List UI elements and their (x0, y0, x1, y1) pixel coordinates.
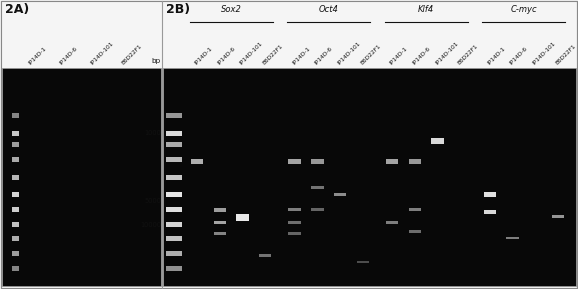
Text: IP14D-1: IP14D-1 (388, 46, 409, 66)
Text: 5000: 5000 (144, 198, 161, 204)
Bar (163, 1, 576, 288)
Bar (12, 236, 18, 240)
Text: B6D22F1: B6D22F1 (457, 44, 479, 66)
Bar (163, 68, 576, 286)
Text: IP14D-6: IP14D-6 (216, 46, 236, 66)
Bar (166, 175, 183, 179)
Text: IP14D-6: IP14D-6 (509, 46, 529, 66)
Text: B6D22F1: B6D22F1 (359, 44, 381, 66)
Text: B6D22F1: B6D22F1 (262, 44, 284, 66)
Bar (409, 230, 421, 233)
Text: IP14D-6: IP14D-6 (412, 46, 431, 66)
Bar (12, 175, 18, 179)
Bar (484, 192, 496, 197)
Text: C-myc: C-myc (510, 5, 537, 14)
Bar (409, 208, 421, 211)
Bar (191, 159, 203, 164)
Text: 2B): 2B) (166, 3, 190, 16)
Bar (2, 1, 161, 288)
Bar (259, 254, 271, 257)
Text: IP14D-101: IP14D-101 (336, 41, 361, 66)
Text: IP14D-1: IP14D-1 (291, 46, 311, 66)
Bar (551, 215, 564, 218)
Text: IP14D-101: IP14D-101 (239, 41, 264, 66)
Bar (506, 237, 518, 240)
Bar (166, 207, 183, 212)
Bar (12, 192, 18, 197)
Bar (386, 221, 398, 224)
Bar (166, 192, 183, 197)
Bar (357, 261, 369, 263)
Text: 2A): 2A) (5, 3, 29, 16)
Bar (236, 214, 249, 221)
Bar (166, 251, 183, 256)
Text: B6D22F1: B6D22F1 (554, 44, 577, 66)
Bar (431, 138, 444, 144)
Text: IP14D-6: IP14D-6 (314, 46, 334, 66)
Bar (166, 236, 183, 240)
Text: B6D22F1: B6D22F1 (120, 44, 142, 66)
Bar (213, 221, 226, 224)
Bar (288, 232, 301, 235)
Bar (311, 208, 324, 211)
Text: Klf4: Klf4 (418, 5, 434, 14)
Text: IP14D-101: IP14D-101 (532, 41, 557, 66)
Bar (311, 186, 324, 189)
Bar (166, 142, 183, 147)
Bar (166, 223, 183, 227)
Text: IP14D-6: IP14D-6 (58, 46, 78, 66)
Bar (311, 159, 324, 164)
Bar (12, 157, 18, 162)
Bar (288, 221, 301, 224)
Bar (12, 142, 18, 147)
Text: 1000: 1000 (144, 130, 161, 136)
Bar (409, 159, 421, 164)
Text: Sox2: Sox2 (221, 5, 242, 14)
Bar (386, 159, 398, 164)
Text: IP14D-101: IP14D-101 (434, 41, 459, 66)
Text: Oct4: Oct4 (318, 5, 339, 14)
Bar (12, 207, 18, 212)
Bar (2, 68, 161, 286)
Text: IP14D-1: IP14D-1 (27, 46, 47, 66)
Bar (166, 266, 183, 271)
Bar (334, 193, 346, 196)
Bar (288, 208, 301, 211)
Text: IP14D-1: IP14D-1 (486, 46, 506, 66)
Bar (166, 114, 183, 118)
Bar (288, 159, 301, 164)
Text: IP14D-101: IP14D-101 (89, 41, 114, 66)
Bar (166, 131, 183, 136)
Bar (12, 251, 18, 256)
Text: 10000: 10000 (140, 222, 161, 228)
Bar (213, 208, 226, 212)
Bar (213, 232, 226, 235)
Text: bp: bp (152, 58, 161, 64)
Text: IP14D-1: IP14D-1 (194, 46, 213, 66)
Bar (484, 210, 496, 214)
Bar (166, 157, 183, 162)
Bar (12, 223, 18, 227)
Bar (12, 266, 18, 271)
Bar (12, 114, 18, 118)
Bar (12, 131, 18, 136)
